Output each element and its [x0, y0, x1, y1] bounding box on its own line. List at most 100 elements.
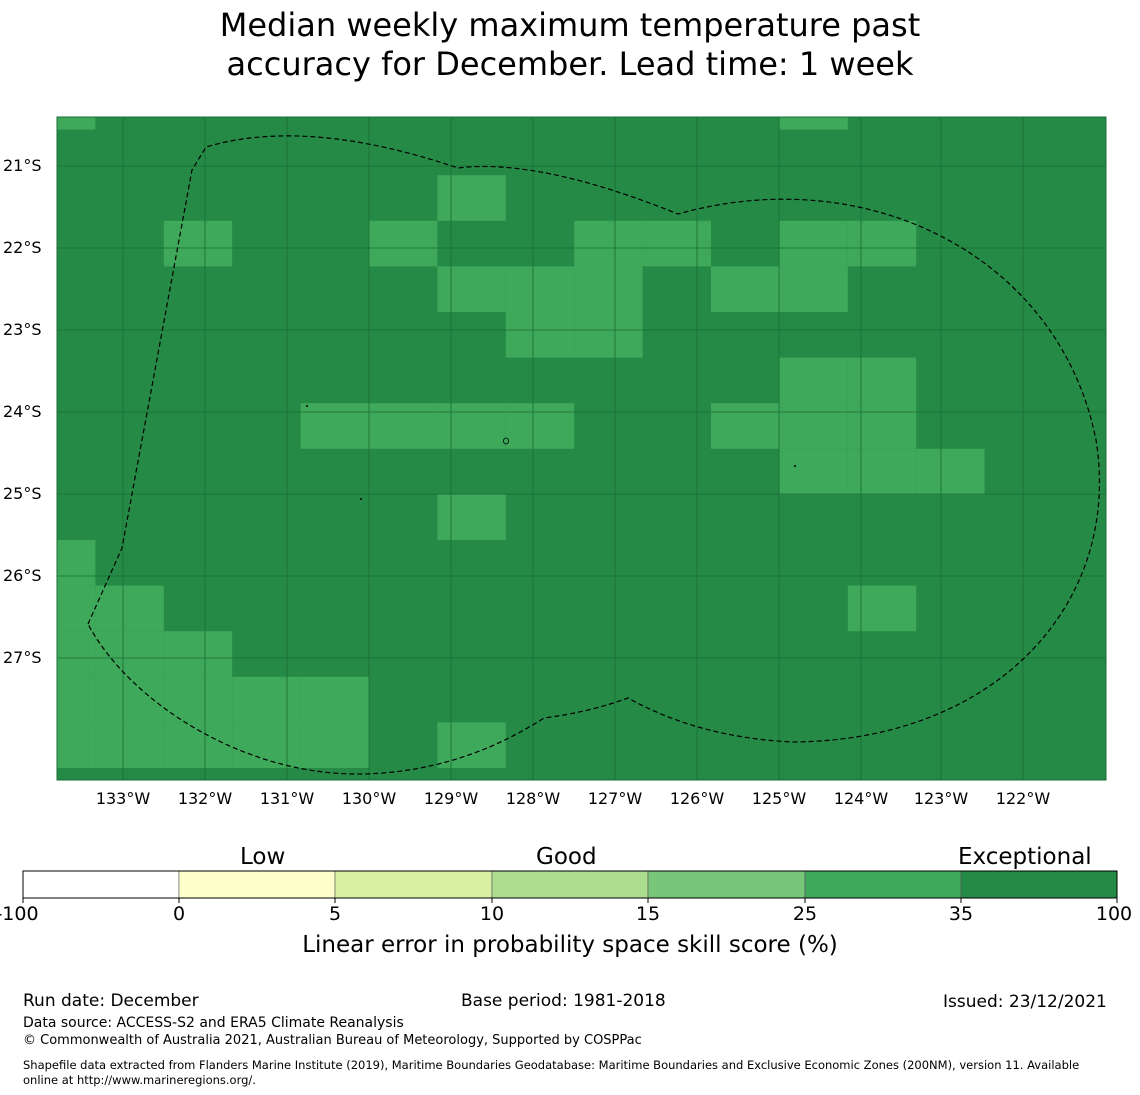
- longitude-label: 122°W: [995, 789, 1051, 808]
- latitude-label: 23°S: [3, 320, 42, 339]
- longitude-label: 129°W: [423, 789, 479, 808]
- title-line-1: Median weekly maximum temperature past: [219, 6, 921, 44]
- high-skill-cell: [437, 494, 506, 540]
- longitude-label: 132°W: [177, 789, 233, 808]
- high-skill-cell: [779, 220, 848, 267]
- high-skill-cell: [779, 117, 848, 130]
- high-skill-cell: [574, 220, 643, 267]
- longitude-label: 123°W: [913, 789, 969, 808]
- high-skill-cell: [505, 312, 575, 358]
- colorbar-segment: [647, 870, 806, 899]
- colorbar-tick-label: 100: [1095, 903, 1133, 925]
- high-skill-cell: [57, 585, 96, 632]
- high-skill-cell: [437, 722, 506, 768]
- colorbar-segment: [22, 870, 180, 899]
- high-skill-cell: [57, 722, 96, 768]
- longitude-label: 131°W: [259, 789, 315, 808]
- latitude-label: 25°S: [3, 484, 42, 503]
- high-skill-cell: [437, 266, 506, 312]
- high-skill-cell: [711, 403, 780, 449]
- high-skill-cell: [779, 403, 848, 449]
- high-skill-cell: [574, 312, 643, 358]
- skill-cells: [57, 117, 1106, 780]
- category-low: Low: [240, 844, 286, 870]
- high-skill-cell: [779, 448, 848, 495]
- colorbar-tick-label: 0: [172, 903, 186, 925]
- longitude-label: 126°W: [669, 789, 725, 808]
- colorbar-tick-label: 35: [948, 903, 974, 925]
- high-skill-cell: [369, 403, 438, 449]
- graticule: [57, 117, 1106, 780]
- eez-boundary: [87, 135, 1101, 775]
- latitude-label: 24°S: [3, 402, 42, 421]
- high-skill-cell: [163, 631, 233, 677]
- high-skill-cell: [779, 266, 848, 312]
- colorbar-tick-label: 5: [328, 903, 342, 925]
- high-skill-cell: [232, 722, 301, 768]
- high-skill-cell: [916, 448, 985, 495]
- category-good: Good: [536, 844, 597, 870]
- high-skill-cell: [847, 357, 917, 404]
- colorbar-tick-label: 10: [479, 903, 505, 925]
- colorbar-segment: [178, 870, 336, 899]
- title-line-2: accuracy for December. Lead time: 1 week: [226, 45, 914, 83]
- high-skill-cell: [847, 220, 917, 267]
- longitude-label: 127°W: [587, 789, 643, 808]
- colorbar-segment: [804, 870, 962, 899]
- colorbar-tick-label: 15: [635, 903, 661, 925]
- colorbar-segment: [334, 870, 493, 899]
- high-skill-cell: [95, 722, 164, 768]
- high-skill-cell: [711, 266, 780, 312]
- high-skill-cell: [437, 403, 506, 449]
- high-skill-cell: [642, 220, 711, 267]
- issued-date: Issued: 23/12/2021: [943, 992, 1107, 1012]
- high-skill-cell: [163, 676, 233, 723]
- longitude-label: 128°W: [505, 789, 561, 808]
- high-skill-cell: [232, 676, 301, 723]
- longitude-label: 124°W: [833, 789, 889, 808]
- latitude-label: 27°S: [3, 648, 42, 667]
- colorbar-segment: [491, 870, 649, 899]
- shapefile-credit-line-1: Shapefile data extracted from Flanders M…: [23, 1058, 1080, 1072]
- latitude-label: 26°S: [3, 566, 42, 585]
- copyright: © Commonwealth of Australia 2021, Austra…: [23, 1033, 642, 1048]
- high-skill-cell: [300, 676, 369, 723]
- high-skill-cell: [574, 266, 643, 312]
- latitude-label: 21°S: [3, 156, 42, 175]
- shapefile-credit-line-2: online at http://www.marineregions.org/.: [23, 1073, 256, 1087]
- latitude-label: 22°S: [3, 238, 42, 257]
- high-skill-cell: [437, 175, 506, 221]
- colorbar-tick-label: 25: [792, 903, 818, 925]
- high-skill-cell: [95, 631, 164, 677]
- base-period: Base period: 1981-2018: [461, 991, 666, 1011]
- category-exceptional: Exceptional: [958, 844, 1092, 870]
- islands: [306, 405, 796, 500]
- colorbar-segment: [960, 870, 1118, 899]
- high-skill-cell: [505, 266, 575, 312]
- colorbar-tick-label: -100: [0, 903, 39, 925]
- longitude-label: 130°W: [341, 789, 397, 808]
- high-skill-cell: [57, 676, 96, 723]
- longitude-label: 125°W: [751, 789, 807, 808]
- map-frame: [56, 116, 1107, 781]
- longitude-label: 133°W: [95, 789, 151, 808]
- high-skill-cell: [505, 403, 575, 449]
- map-title: Median weekly maximum temperature past a…: [0, 6, 1140, 84]
- run-date: Run date: December: [23, 991, 199, 1011]
- high-skill-cell: [57, 117, 96, 130]
- high-skill-cell: [779, 357, 848, 404]
- high-skill-cell: [300, 403, 369, 449]
- high-skill-cell: [847, 403, 917, 449]
- high-skill-cell: [847, 448, 917, 495]
- colorbar-label: Linear error in probability space skill …: [302, 932, 838, 958]
- high-skill-cell: [95, 585, 164, 632]
- high-skill-cell: [57, 631, 96, 677]
- data-source: Data source: ACCESS-S2 and ERA5 Climate …: [23, 1015, 404, 1031]
- high-skill-cell: [369, 220, 438, 267]
- high-skill-cell: [57, 540, 96, 586]
- high-skill-cell: [300, 722, 369, 768]
- colorbar-outline: [22, 870, 1118, 899]
- high-skill-cell: [847, 585, 917, 632]
